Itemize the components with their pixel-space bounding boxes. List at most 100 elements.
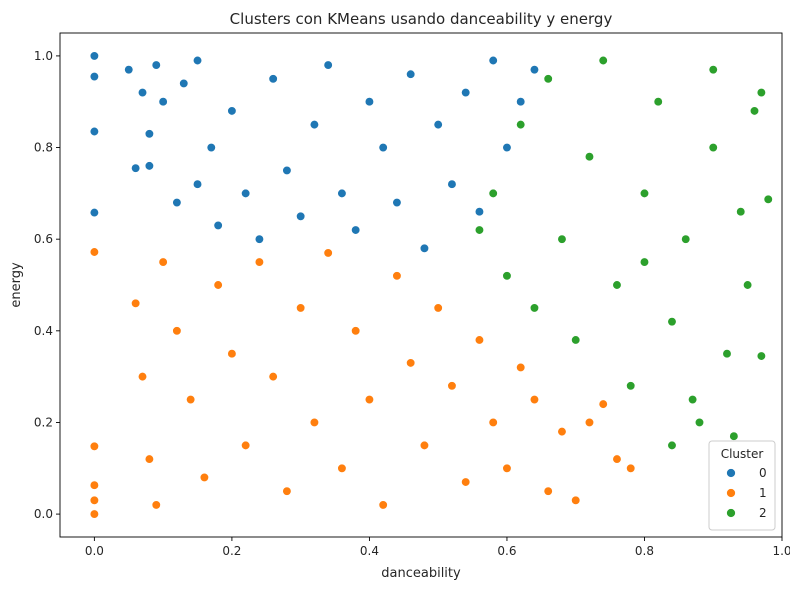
cluster-0-point: [144, 129, 155, 139]
data-points: [89, 51, 773, 519]
cluster-1-point: [571, 495, 581, 505]
cluster-0-point: [296, 211, 306, 221]
x-axis-label: danceability: [381, 566, 461, 581]
cluster-1-point: [227, 349, 237, 359]
cluster-1-point: [268, 371, 278, 382]
cluster-1-point: [461, 477, 471, 487]
cluster-2-point: [722, 349, 732, 359]
cluster-0-point: [419, 243, 430, 253]
cluster-1-point: [213, 280, 223, 290]
cluster-2-point: [687, 394, 698, 405]
cluster-0-point: [206, 142, 216, 153]
cluster-0-point: [179, 78, 189, 89]
cluster-0-point: [268, 74, 278, 84]
cluster-2-point: [708, 142, 718, 153]
cluster-0-point: [254, 234, 265, 244]
cluster-1-point: [323, 248, 333, 258]
cluster-1-point: [309, 417, 320, 428]
y-tick-label: 0.4: [34, 324, 53, 338]
plot-area-frame: [59, 32, 783, 538]
x-tick-label: 0.8: [635, 544, 654, 558]
y-tick-label: 0.8: [34, 141, 53, 155]
cluster-1-point: [337, 463, 347, 473]
cluster-0-point: [461, 87, 471, 98]
cluster-0-point: [124, 65, 134, 75]
cluster-1-point: [419, 440, 430, 451]
cluster-0-point: [337, 188, 347, 199]
cluster-1-point: [433, 303, 443, 313]
y-tick-label: 1.0: [34, 49, 53, 63]
cluster-2-point: [667, 440, 677, 451]
cluster-0-point: [516, 97, 526, 107]
cluster-2-point: [708, 65, 718, 75]
cluster-1-point: [130, 298, 141, 308]
cluster-0-point: [364, 97, 375, 107]
cluster-0-point: [392, 197, 402, 208]
cluster-0-point: [144, 161, 155, 171]
cluster-0-point: [502, 142, 512, 153]
cluster-0-point: [172, 197, 182, 208]
cluster-0-point: [227, 106, 237, 116]
cluster-1-point: [406, 358, 416, 368]
y-axis-label: energy: [9, 262, 24, 308]
cluster-1-point: [89, 480, 100, 490]
cluster-1-point: [254, 257, 265, 267]
cluster-2-point: [681, 234, 691, 244]
cluster-1-point: [199, 472, 210, 483]
cluster-1-point: [447, 381, 457, 391]
cluster-0-point: [351, 225, 361, 235]
cluster-2-point: [763, 194, 773, 204]
cluster-0-point: [241, 188, 251, 199]
cluster-0-point: [89, 126, 100, 137]
cluster-0-point: [89, 71, 100, 82]
x-tick-label: 0.0: [85, 544, 104, 558]
y-tick-label: 0.6: [34, 232, 53, 246]
cluster-0-point: [192, 55, 203, 66]
cluster-2-point: [729, 431, 739, 441]
cluster-1-point: [378, 500, 388, 510]
cluster-2-point: [502, 271, 512, 281]
cluster-1-point: [351, 326, 361, 336]
cluster-0-point: [488, 55, 498, 66]
cluster-0-point: [433, 119, 443, 130]
cluster-1-point: [89, 247, 100, 257]
cluster-2-point: [612, 280, 622, 290]
cluster-0-point: [529, 65, 540, 75]
cluster-1-point: [158, 257, 168, 267]
cluster-0-point: [447, 179, 457, 189]
cluster-2-point: [488, 188, 498, 199]
cluster-0-point: [309, 119, 320, 130]
cluster-1-point: [151, 500, 161, 510]
cluster-0-point: [89, 207, 100, 218]
cluster-0-point: [474, 207, 485, 217]
cluster-1-point: [516, 362, 526, 373]
cluster-2-point: [598, 55, 608, 66]
cluster-0-point: [282, 165, 292, 176]
legend-box: [708, 440, 776, 531]
legend: Cluster 0 1 2: [708, 440, 776, 531]
cluster-2-point: [736, 207, 746, 217]
x-tick-label: 0.4: [360, 544, 379, 558]
cluster-0-point: [323, 60, 333, 70]
cluster-1-point: [364, 394, 375, 405]
cluster-2-point: [653, 97, 663, 107]
y-tick-label: 0.0: [34, 507, 53, 521]
chart-title: Clusters con KMeans usando danceability …: [230, 10, 613, 28]
cluster-0-point: [213, 220, 223, 231]
legend-entries: 0 1 2: [726, 466, 767, 520]
cluster-1-point: [502, 463, 512, 473]
cluster-1-point: [144, 454, 155, 464]
cluster-2-point: [756, 351, 767, 361]
cluster-1-point: [89, 509, 100, 519]
legend-label-0: 0: [759, 466, 767, 480]
cluster-0-point: [137, 87, 148, 98]
cluster-1-point: [89, 495, 100, 505]
cluster-0-point: [130, 163, 141, 173]
x-tick-label: 1.0: [772, 544, 790, 558]
cluster-0-point: [89, 51, 100, 61]
cluster-0-point: [151, 60, 161, 70]
y-axis-ticks: 0.0 0.2 0.4 0.6 0.8 1.0: [34, 49, 60, 521]
cluster-1-point: [557, 426, 567, 437]
cluster-2-point: [529, 303, 540, 313]
cluster-2-point: [639, 188, 650, 199]
